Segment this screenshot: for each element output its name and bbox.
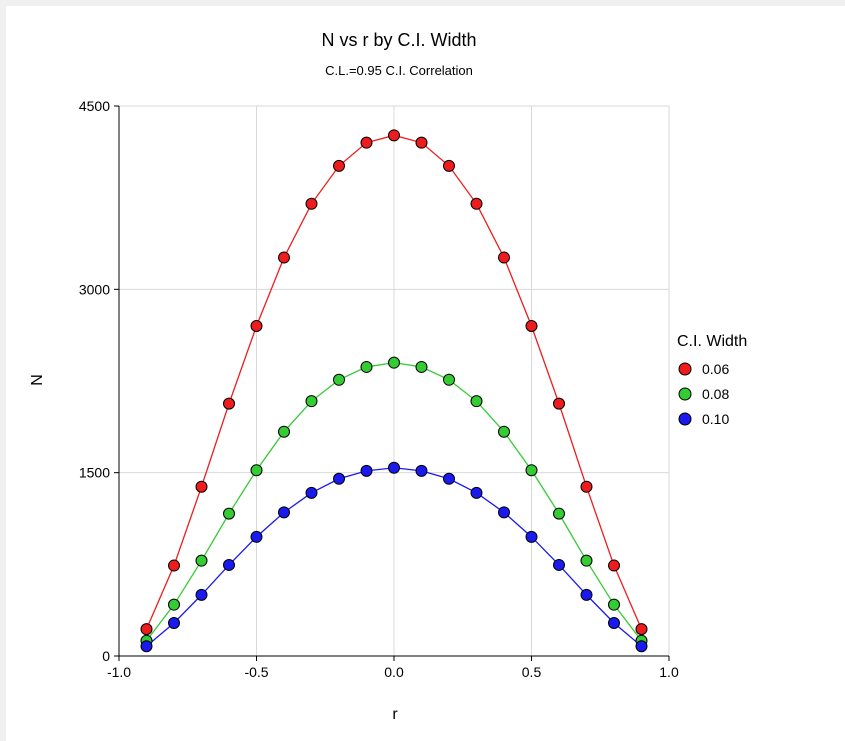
legend-label-0.08: 0.08 <box>702 386 729 402</box>
data-point-0.08 <box>250 464 263 477</box>
data-point-0.08 <box>608 598 620 611</box>
data-point-0.06 <box>333 159 345 172</box>
data-point-0.06 <box>635 623 648 636</box>
data-point-0.10 <box>333 472 345 485</box>
data-point-0.08 <box>168 598 180 611</box>
chart-panel: N vs r by C.I. Width C.L.=0.95 C.I. Corr… <box>6 6 845 741</box>
data-point-0.08 <box>525 464 538 477</box>
chart-title: N vs r by C.I. Width <box>321 30 476 50</box>
data-point-0.06 <box>250 320 263 332</box>
data-point-0.10 <box>195 588 208 601</box>
y-axis-label: N <box>29 374 46 386</box>
x-tick-label: -0.5 <box>244 664 268 680</box>
data-point-0.10 <box>140 640 153 653</box>
y-tick-label: 1500 <box>79 465 110 481</box>
legend-marker-0.08 <box>678 387 692 401</box>
data-point-0.06 <box>195 480 208 493</box>
legend-label-0.06: 0.06 <box>702 361 729 377</box>
data-point-0.10 <box>278 506 290 519</box>
data-point-0.08 <box>360 360 373 373</box>
data-point-0.06 <box>608 559 620 572</box>
data-point-0.08 <box>305 395 318 408</box>
x-tick-label: 0.0 <box>384 664 404 680</box>
data-point-0.08 <box>580 554 593 567</box>
data-point-0.08 <box>388 356 400 369</box>
data-point-0.08 <box>195 554 208 567</box>
y-tick-label: 0 <box>102 648 110 664</box>
data-point-0.10 <box>250 530 263 543</box>
data-point-0.08 <box>415 360 428 373</box>
x-tick-label: -1.0 <box>107 664 131 680</box>
data-point-0.06 <box>470 197 483 210</box>
legend-title: C.I. Width <box>677 333 747 350</box>
data-point-0.08 <box>278 425 290 438</box>
y-tick-label: 3000 <box>79 281 110 297</box>
data-point-0.06 <box>525 320 538 332</box>
data-point-0.10 <box>223 558 235 571</box>
data-point-0.06 <box>223 397 235 410</box>
data-point-0.06 <box>443 159 455 172</box>
data-point-0.06 <box>168 559 180 572</box>
data-point-0.06 <box>498 251 510 264</box>
data-point-0.10 <box>470 486 483 499</box>
data-point-0.10 <box>443 472 455 485</box>
data-point-0.08 <box>553 507 565 520</box>
legend-label-0.10: 0.10 <box>702 411 729 427</box>
data-point-0.10 <box>305 486 318 499</box>
x-tick-label: 0.5 <box>522 664 542 680</box>
data-point-0.10 <box>415 464 428 477</box>
data-point-0.06 <box>278 251 290 264</box>
y-tick-label: 4500 <box>79 98 110 114</box>
data-point-0.08 <box>333 373 345 386</box>
data-point-0.10 <box>580 588 593 601</box>
data-point-0.10 <box>635 640 648 653</box>
data-point-0.06 <box>580 480 593 493</box>
data-point-0.06 <box>360 136 373 149</box>
data-point-0.10 <box>168 617 180 629</box>
legend-marker-0.06 <box>678 362 692 376</box>
data-point-0.10 <box>525 530 538 543</box>
data-point-0.10 <box>608 617 620 629</box>
data-point-0.08 <box>443 373 455 386</box>
data-point-0.06 <box>140 623 153 636</box>
legend-marker-0.10 <box>678 412 692 426</box>
data-point-0.10 <box>360 464 373 477</box>
data-point-0.08 <box>470 395 483 408</box>
x-tick-label: 1.0 <box>659 664 679 680</box>
data-point-0.06 <box>305 197 318 210</box>
x-axis-label: r <box>392 706 398 723</box>
data-point-0.06 <box>553 397 565 410</box>
data-point-0.06 <box>415 136 428 149</box>
data-point-0.10 <box>553 558 565 571</box>
data-point-0.08 <box>498 425 510 438</box>
chart-svg: N vs r by C.I. Width C.L.=0.95 C.I. Corr… <box>29 30 747 723</box>
data-point-0.10 <box>498 506 510 519</box>
data-point-0.08 <box>223 507 235 520</box>
chart-subtitle: C.L.=0.95 C.I. Correlation <box>325 63 473 78</box>
data-point-0.06 <box>388 129 400 142</box>
data-point-0.10 <box>388 461 400 474</box>
